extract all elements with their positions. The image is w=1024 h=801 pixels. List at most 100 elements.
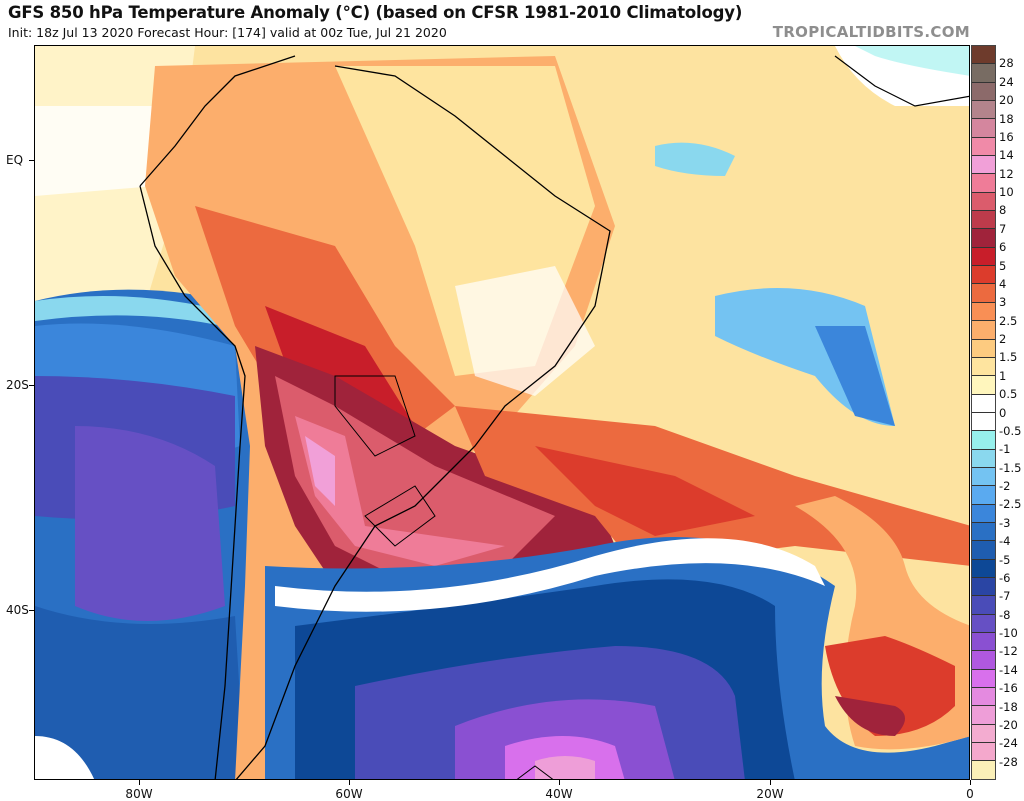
lat-tick-label: 40S [6, 603, 29, 617]
colorbar-label: 28 [999, 56, 1014, 71]
colorbar-swatch [972, 633, 995, 652]
colorbar-swatch [972, 724, 995, 744]
colorbar-label: -2 [999, 479, 1011, 493]
colorbar-label: -8 [999, 607, 1011, 622]
colorbar-label: -16 [999, 681, 1018, 696]
colorbar-swatch [972, 596, 995, 615]
colorbar-label: 16 [999, 129, 1014, 144]
brand-watermark: TROPICALTIDBITS.COM [772, 23, 970, 41]
colorbar-swatch [972, 522, 995, 542]
colorbar-swatch [972, 376, 995, 395]
colorbar-label: 2 [999, 332, 1007, 346]
colorbar-label: 20 [999, 93, 1014, 108]
colorbar-label: -14 [999, 662, 1018, 677]
colorbar-swatch [972, 688, 995, 707]
colorbar-swatch [972, 339, 995, 358]
map-canvas [35, 46, 969, 779]
colorbar-swatch [972, 577, 995, 597]
lon-tick-label: 60W [335, 787, 363, 801]
lat-tick-mark [29, 160, 34, 161]
colorbar-swatch [972, 229, 995, 248]
colorbar-label: 7 [999, 221, 1007, 236]
colorbar-swatch [972, 486, 995, 505]
lon-tick-mark [139, 780, 140, 785]
colorbar-label: -28 [999, 754, 1018, 769]
lat-tick-label: EQ [6, 153, 24, 167]
map-title: GFS 850 hPa Temperature Anomaly (°C) (ba… [8, 3, 743, 22]
colorbar-label: 10 [999, 185, 1014, 199]
colorbar-swatch [972, 174, 995, 193]
colorbar-swatch [972, 247, 995, 267]
lon-tick-label: 40W [545, 787, 573, 801]
colorbar-label: 4 [999, 276, 1007, 291]
colorbar [971, 45, 996, 780]
colorbar-swatch [972, 706, 995, 725]
colorbar-swatch [972, 321, 995, 340]
colorbar-swatch [972, 614, 995, 633]
colorbar-label: 3 [999, 295, 1007, 310]
colorbar-label: -0.5 [999, 423, 1022, 438]
colorbar-label: -24 [999, 736, 1018, 751]
colorbar-label: -1.5 [999, 460, 1022, 475]
map-subtitle: Init: 18z Jul 13 2020 Forecast Hour: [17… [8, 25, 447, 40]
lon-tick-label: 0 [966, 787, 974, 801]
lon-tick-label: 80W [125, 787, 153, 801]
colorbar-swatch [972, 284, 995, 303]
colorbar-swatch [972, 192, 995, 212]
colorbar-swatch [972, 82, 995, 102]
colorbar-swatch [972, 211, 995, 230]
lon-tick-mark [770, 780, 771, 785]
colorbar-swatch [972, 504, 995, 523]
colorbar-swatch [972, 119, 995, 138]
colorbar-swatch [972, 46, 995, 65]
colorbar-label: 18 [999, 111, 1014, 126]
colorbar-label: -7 [999, 589, 1011, 604]
colorbar-label: -18 [999, 699, 1018, 714]
colorbar-label: -5 [999, 552, 1011, 567]
colorbar-label: -10 [999, 626, 1018, 640]
colorbar-label: -6 [999, 570, 1011, 585]
lon-tick-mark [970, 780, 971, 785]
colorbar-swatch [972, 412, 995, 432]
colorbar-label: 14 [999, 148, 1014, 163]
lon-tick-mark [559, 780, 560, 785]
colorbar-label: 1 [999, 368, 1007, 383]
lat-tick-label: 20S [6, 378, 29, 392]
colorbar-label: -12 [999, 644, 1018, 659]
colorbar-label: 0 [999, 405, 1007, 420]
colorbar-label: 12 [999, 166, 1014, 181]
lat-tick-mark [29, 610, 34, 611]
anomaly-map [34, 45, 970, 780]
colorbar-swatch [972, 302, 995, 322]
colorbar-swatch [972, 431, 995, 450]
lon-tick-mark [349, 780, 350, 785]
colorbar-label: 6 [999, 240, 1007, 255]
colorbar-swatch [972, 394, 995, 413]
colorbar-label: -20 [999, 717, 1018, 732]
lon-tick-label: 20W [756, 787, 784, 801]
colorbar-label: -3 [999, 515, 1011, 530]
colorbar-swatch [972, 137, 995, 157]
colorbar-swatch [972, 761, 995, 779]
colorbar-swatch [972, 266, 995, 285]
colorbar-label: 0.5 [999, 387, 1018, 402]
colorbar-label: 1.5 [999, 350, 1018, 365]
colorbar-label: -4 [999, 534, 1011, 549]
colorbar-swatch [972, 449, 995, 468]
colorbar-swatch [972, 357, 995, 377]
colorbar-swatch [972, 467, 995, 487]
colorbar-swatch [972, 101, 995, 120]
colorbar-label: 8 [999, 203, 1007, 218]
colorbar-swatch [972, 156, 995, 175]
colorbar-label: -2.5 [999, 497, 1022, 512]
colorbar-swatch [972, 743, 995, 762]
colorbar-swatch [972, 541, 995, 560]
colorbar-swatch [972, 651, 995, 670]
colorbar-label: 5 [999, 258, 1007, 273]
colorbar-swatch [972, 559, 995, 578]
colorbar-label: 24 [999, 74, 1014, 89]
colorbar-swatch [972, 669, 995, 689]
colorbar-swatch [972, 64, 995, 83]
colorbar-label: -1 [999, 442, 1011, 457]
colorbar-label: 2.5 [999, 313, 1018, 328]
